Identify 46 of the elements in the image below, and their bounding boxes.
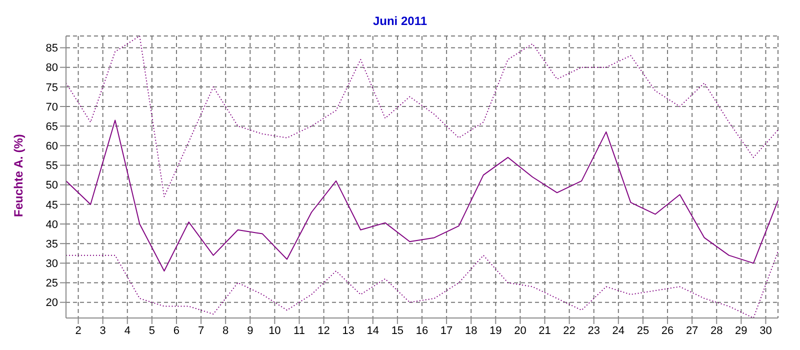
- y-tick-label: 55: [46, 160, 58, 172]
- y-tick-label: 30: [46, 258, 58, 270]
- line-series: [66, 120, 778, 272]
- x-tick-label: 19: [490, 324, 502, 337]
- x-tick-label: 4: [124, 324, 130, 337]
- y-tick-label: 85: [46, 42, 58, 55]
- x-tick-label: 3: [100, 324, 106, 337]
- x-tick-label: 28: [710, 324, 723, 337]
- x-tick-label: 12: [318, 324, 330, 337]
- x-tick-label: 18: [464, 324, 478, 337]
- x-tick-label: 30: [760, 324, 772, 337]
- x-tick-label: 27: [686, 324, 698, 337]
- y-tick-label: 70: [46, 101, 58, 114]
- y-tick-label: 75: [46, 82, 58, 94]
- x-tick-label: 16: [416, 324, 428, 337]
- y-tick-label: 25: [46, 278, 58, 290]
- x-tick-label: 17: [440, 324, 453, 337]
- y-tick-label: 20: [46, 297, 58, 310]
- x-tick-label: 25: [636, 324, 650, 337]
- x-tick-label: 22: [563, 324, 576, 337]
- x-tick-label: 29: [735, 324, 748, 337]
- x-tick-label: 9: [247, 324, 254, 337]
- y-tick-label: 80: [46, 62, 58, 74]
- y-tick-label: 60: [46, 140, 58, 153]
- x-tick-label: 5: [148, 324, 155, 337]
- x-tick-label: 8: [222, 324, 229, 337]
- chart-title: Juni 2011: [372, 13, 428, 30]
- y-axis-title: Feuchte A. (%): [11, 134, 26, 217]
- x-tick-label: 24: [612, 324, 625, 337]
- x-tick-label: 6: [173, 324, 180, 337]
- x-tick-label: 26: [661, 324, 674, 337]
- x-tick-label: 21: [538, 324, 551, 337]
- x-tick-label: 7: [198, 324, 204, 337]
- x-tick-label: 15: [391, 324, 404, 337]
- x-tick-label: 10: [268, 324, 281, 337]
- y-tick-label: 50: [46, 180, 58, 192]
- y-tick-label: 45: [46, 199, 58, 212]
- y-tick-label: 40: [46, 218, 58, 231]
- y-tick-label: 35: [46, 238, 58, 250]
- x-tick-label: 2: [75, 324, 82, 337]
- x-tick-label: 20: [514, 324, 526, 337]
- x-tick-label: 11: [294, 324, 305, 337]
- x-tick-label: 23: [588, 324, 600, 337]
- y-tick-label: 65: [46, 120, 58, 133]
- x-tick-label: 13: [342, 324, 354, 337]
- x-tick-label: 14: [366, 324, 380, 337]
